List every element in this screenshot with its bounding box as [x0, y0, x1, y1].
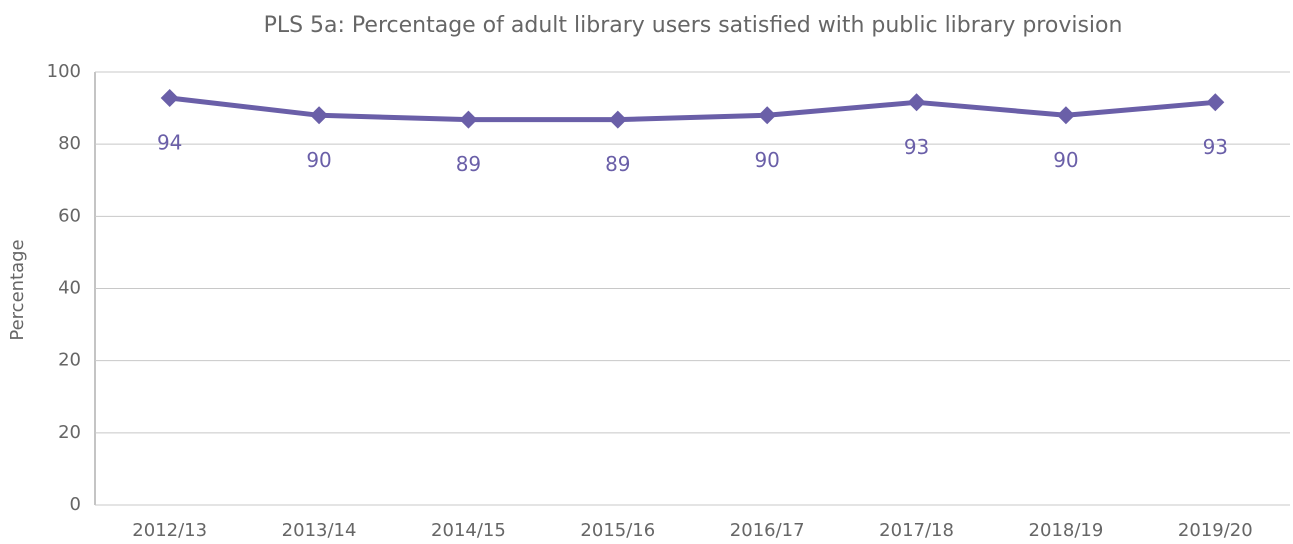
marker [907, 93, 926, 112]
data-label: 89 [605, 152, 630, 176]
data-label: 90 [306, 148, 331, 172]
chart-title: PLS 5a: Percentage of adult library user… [264, 13, 1123, 38]
marker [160, 88, 179, 107]
y-tick-label: 40 [58, 278, 81, 299]
y-tick-label: 100 [47, 61, 81, 82]
x-tick-label: 2016/17 [730, 520, 805, 541]
x-tick-label: 2015/16 [580, 520, 655, 541]
marker [1206, 93, 1225, 112]
y-axis-title: Percentage [7, 239, 28, 340]
line [169, 95, 1216, 123]
x-tick-label: 2014/15 [431, 520, 506, 541]
marker [310, 106, 329, 125]
x-tick-label: 2019/20 [1178, 520, 1253, 541]
y-tick-label: 20 [58, 350, 81, 371]
marker [459, 110, 478, 129]
data-label: 90 [1053, 148, 1078, 172]
data-label: 94 [157, 130, 182, 154]
marker [1056, 106, 1075, 125]
y-tick-label: 0 [70, 494, 81, 515]
x-tick-label: 2017/18 [879, 520, 954, 541]
x-tick-label: 2018/19 [1029, 520, 1104, 541]
x-tick-label: 2012/13 [132, 520, 207, 541]
y-tick-label: 80 [58, 133, 81, 154]
data-label: 90 [754, 148, 779, 172]
y-tick-label: 60 [58, 205, 81, 226]
data-label: 93 [904, 135, 929, 159]
data-label: 93 [1203, 135, 1228, 159]
x-tick-label: 2013/14 [282, 520, 357, 541]
marker [758, 106, 777, 125]
data-label: 89 [456, 152, 481, 176]
y-tick-label: 20 [58, 422, 81, 443]
marker [608, 110, 627, 129]
